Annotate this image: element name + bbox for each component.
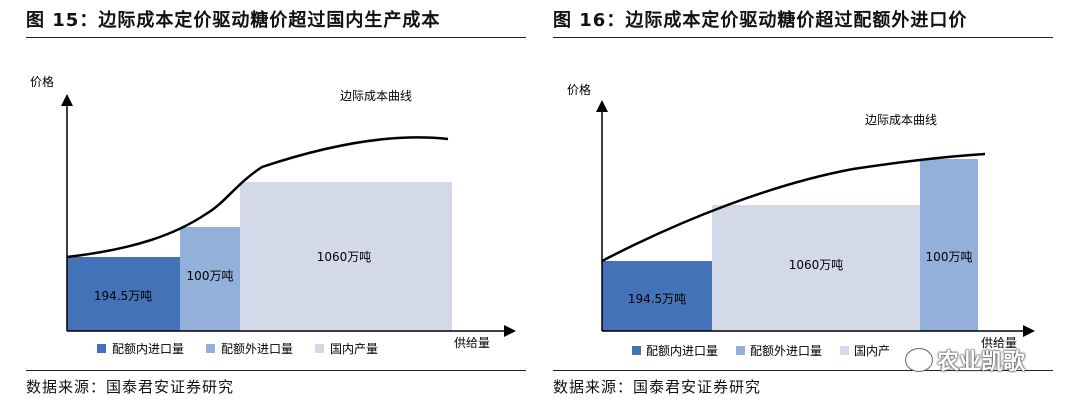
- figure-16-title: 图 16：边际成本定价驱动糖价超过配额外进口价: [553, 10, 968, 31]
- legend-label-domestic: 国内产量: [330, 342, 378, 356]
- figure-16-source: 数据来源：国泰君安证券研究: [553, 378, 762, 396]
- block-domestic-production: [240, 182, 452, 331]
- figure-15-bottom-rule: [26, 370, 526, 371]
- block-label-domestic: 1060万吨: [789, 258, 844, 272]
- block-in-quota-imports: [67, 257, 180, 331]
- legend-swatch-out-quota: [206, 344, 215, 353]
- x-axis-arrow-icon: [1023, 325, 1035, 337]
- figure-16-diagram: 价格 供给量 边际成本曲线 194.5万吨 1060万吨 100万吨 配额内进口…: [567, 82, 1035, 358]
- figure-16-title-rule: [553, 37, 1053, 38]
- y-axis-arrow-icon: [61, 94, 73, 106]
- x-axis-arrow-icon: [504, 325, 516, 337]
- marginal-cost-curve: [66, 136, 449, 259]
- legend-label-domestic: 国内产: [854, 344, 890, 358]
- figure-15-diagram: 价格 供给量 边际成本曲线 194.5万吨 100万吨 1060万吨 配额内进口…: [30, 74, 516, 356]
- legend-label-in-quota: 配额内进口量: [112, 342, 184, 356]
- figure-16-bottom-rule: [553, 370, 1053, 371]
- y-axis-label: 价格: [567, 82, 591, 97]
- block-label-in-quota: 194.5万吨: [628, 292, 686, 306]
- y-axis-arrow-icon: [596, 100, 608, 112]
- legend-swatch-domestic: [315, 344, 324, 353]
- block-label-in-quota: 194.5万吨: [94, 289, 152, 303]
- legend-swatch-in-quota: [632, 346, 641, 355]
- marginal-cost-curve: [601, 152, 986, 263]
- block-domestic-production: [712, 205, 920, 331]
- legend-label-in-quota: 配额内进口量: [646, 344, 718, 358]
- x-axis-label: 供给量: [454, 336, 490, 350]
- block-out-quota-imports: [920, 159, 978, 331]
- watermark: 农业凯歌: [905, 344, 1025, 376]
- block-label-out-quota: 100万吨: [926, 250, 973, 264]
- wechat-icon: [905, 348, 933, 372]
- block-label-out-quota: 100万吨: [187, 269, 234, 283]
- figure-15-source: 数据来源：国泰君安证券研究: [26, 378, 235, 396]
- legend-swatch-domestic: [840, 346, 849, 355]
- block-out-quota-imports: [180, 227, 240, 331]
- legend-label-out-quota: 配额外进口量: [221, 342, 293, 356]
- legend-label-out-quota: 配额外进口量: [750, 344, 822, 358]
- legend-swatch-out-quota: [736, 346, 745, 355]
- curve-label: 边际成本曲线: [340, 89, 412, 103]
- legend-swatch-in-quota: [97, 344, 106, 353]
- y-axis-label: 价格: [30, 74, 54, 89]
- x-axis-label: 供给量: [981, 336, 1017, 350]
- curve-label: 边际成本曲线: [865, 113, 937, 127]
- figure-15-title: 图 15：边际成本定价驱动糖价超过国内生产成本: [26, 10, 441, 31]
- block-label-domestic: 1060万吨: [317, 250, 372, 264]
- watermark-text: 农业凯歌: [937, 350, 1026, 375]
- figure-15-title-rule: [26, 37, 526, 38]
- block-in-quota-imports: [602, 261, 712, 331]
